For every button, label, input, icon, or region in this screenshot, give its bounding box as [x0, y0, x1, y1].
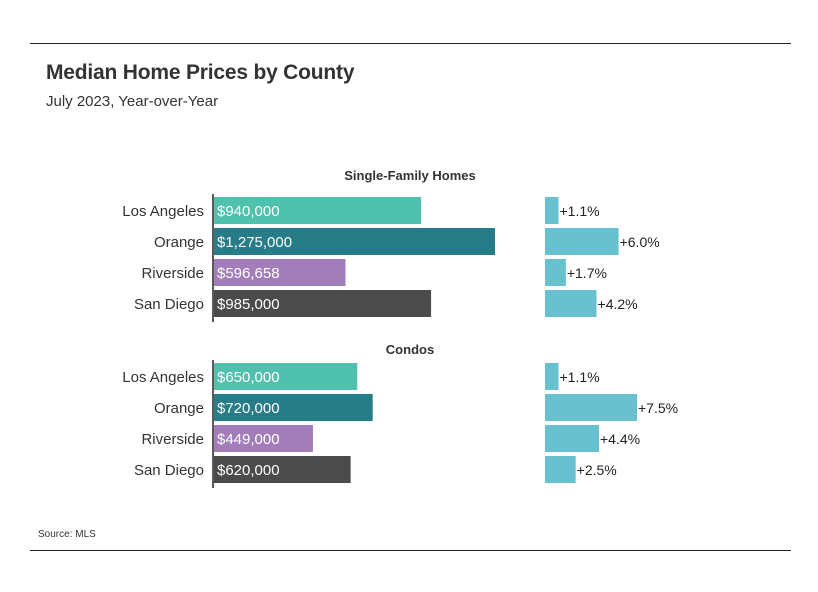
category-label-los-angeles: Los Angeles [122, 203, 204, 220]
change-bar-single-family-homes-riverside [545, 259, 566, 286]
change-label-condos-riverside: +4.4% [600, 431, 640, 447]
change-label-single-family-homes-orange: +6.0% [620, 234, 660, 250]
group-title-condos: Condos [386, 342, 434, 357]
chart-subtitle: July 2023, Year-over-Year [46, 93, 219, 110]
price-label-single-family-homes-los-angeles: $940,000 [217, 203, 280, 220]
group-title-single-family-homes: Single-Family Homes [344, 168, 475, 183]
price-label-single-family-homes-san-diego: $985,000 [217, 296, 280, 313]
price-bar-single-family-homes-los-angeles [214, 197, 422, 224]
price-label-single-family-homes-orange: $1,275,000 [217, 234, 292, 251]
change-bar-condos-riverside [545, 425, 599, 452]
change-label-single-family-homes-los-angeles: +1.1% [559, 203, 599, 219]
price-bar-condos-san-diego [214, 456, 351, 483]
price-label-condos-riverside: $449,000 [217, 431, 280, 448]
price-label-condos-los-angeles: $650,000 [217, 369, 280, 386]
change-label-condos-san-diego: +2.5% [577, 462, 617, 478]
top-rule [30, 43, 791, 44]
change-bar-condos-san-diego [545, 456, 576, 483]
change-label-condos-orange: +7.5% [638, 400, 678, 416]
change-bar-condos-orange [545, 394, 637, 421]
price-label-condos-orange: $720,000 [217, 400, 280, 417]
category-label-riverside: Riverside [141, 431, 204, 448]
category-label-riverside: Riverside [141, 265, 204, 282]
category-label-san-diego: San Diego [134, 296, 204, 313]
price-bar-single-family-homes-orange [214, 228, 495, 255]
change-bar-single-family-homes-san-diego [545, 290, 597, 317]
category-label-orange: Orange [154, 400, 204, 417]
change-label-single-family-homes-san-diego: +4.2% [598, 296, 638, 312]
category-label-orange: Orange [154, 234, 204, 251]
category-label-san-diego: San Diego [134, 462, 204, 479]
change-bar-single-family-homes-los-angeles [545, 197, 559, 224]
price-label-single-family-homes-riverside: $596,658 [217, 265, 280, 282]
price-bar-condos-orange [214, 394, 373, 421]
change-bar-single-family-homes-orange [545, 228, 619, 255]
price-bar-condos-riverside [214, 425, 313, 452]
bottom-rule [30, 550, 791, 551]
source-note: Source: MLS [38, 529, 96, 540]
chart-title: Median Home Prices by County [46, 61, 355, 84]
change-label-single-family-homes-riverside: +1.7% [567, 265, 607, 281]
change-label-condos-los-angeles: +1.1% [559, 369, 599, 385]
price-bar-single-family-homes-san-diego [214, 290, 432, 317]
price-label-condos-san-diego: $620,000 [217, 462, 280, 479]
change-bar-condos-los-angeles [545, 363, 559, 390]
category-label-los-angeles: Los Angeles [122, 369, 204, 386]
price-bar-single-family-homes-riverside [214, 259, 346, 286]
price-bar-condos-los-angeles [214, 363, 358, 390]
